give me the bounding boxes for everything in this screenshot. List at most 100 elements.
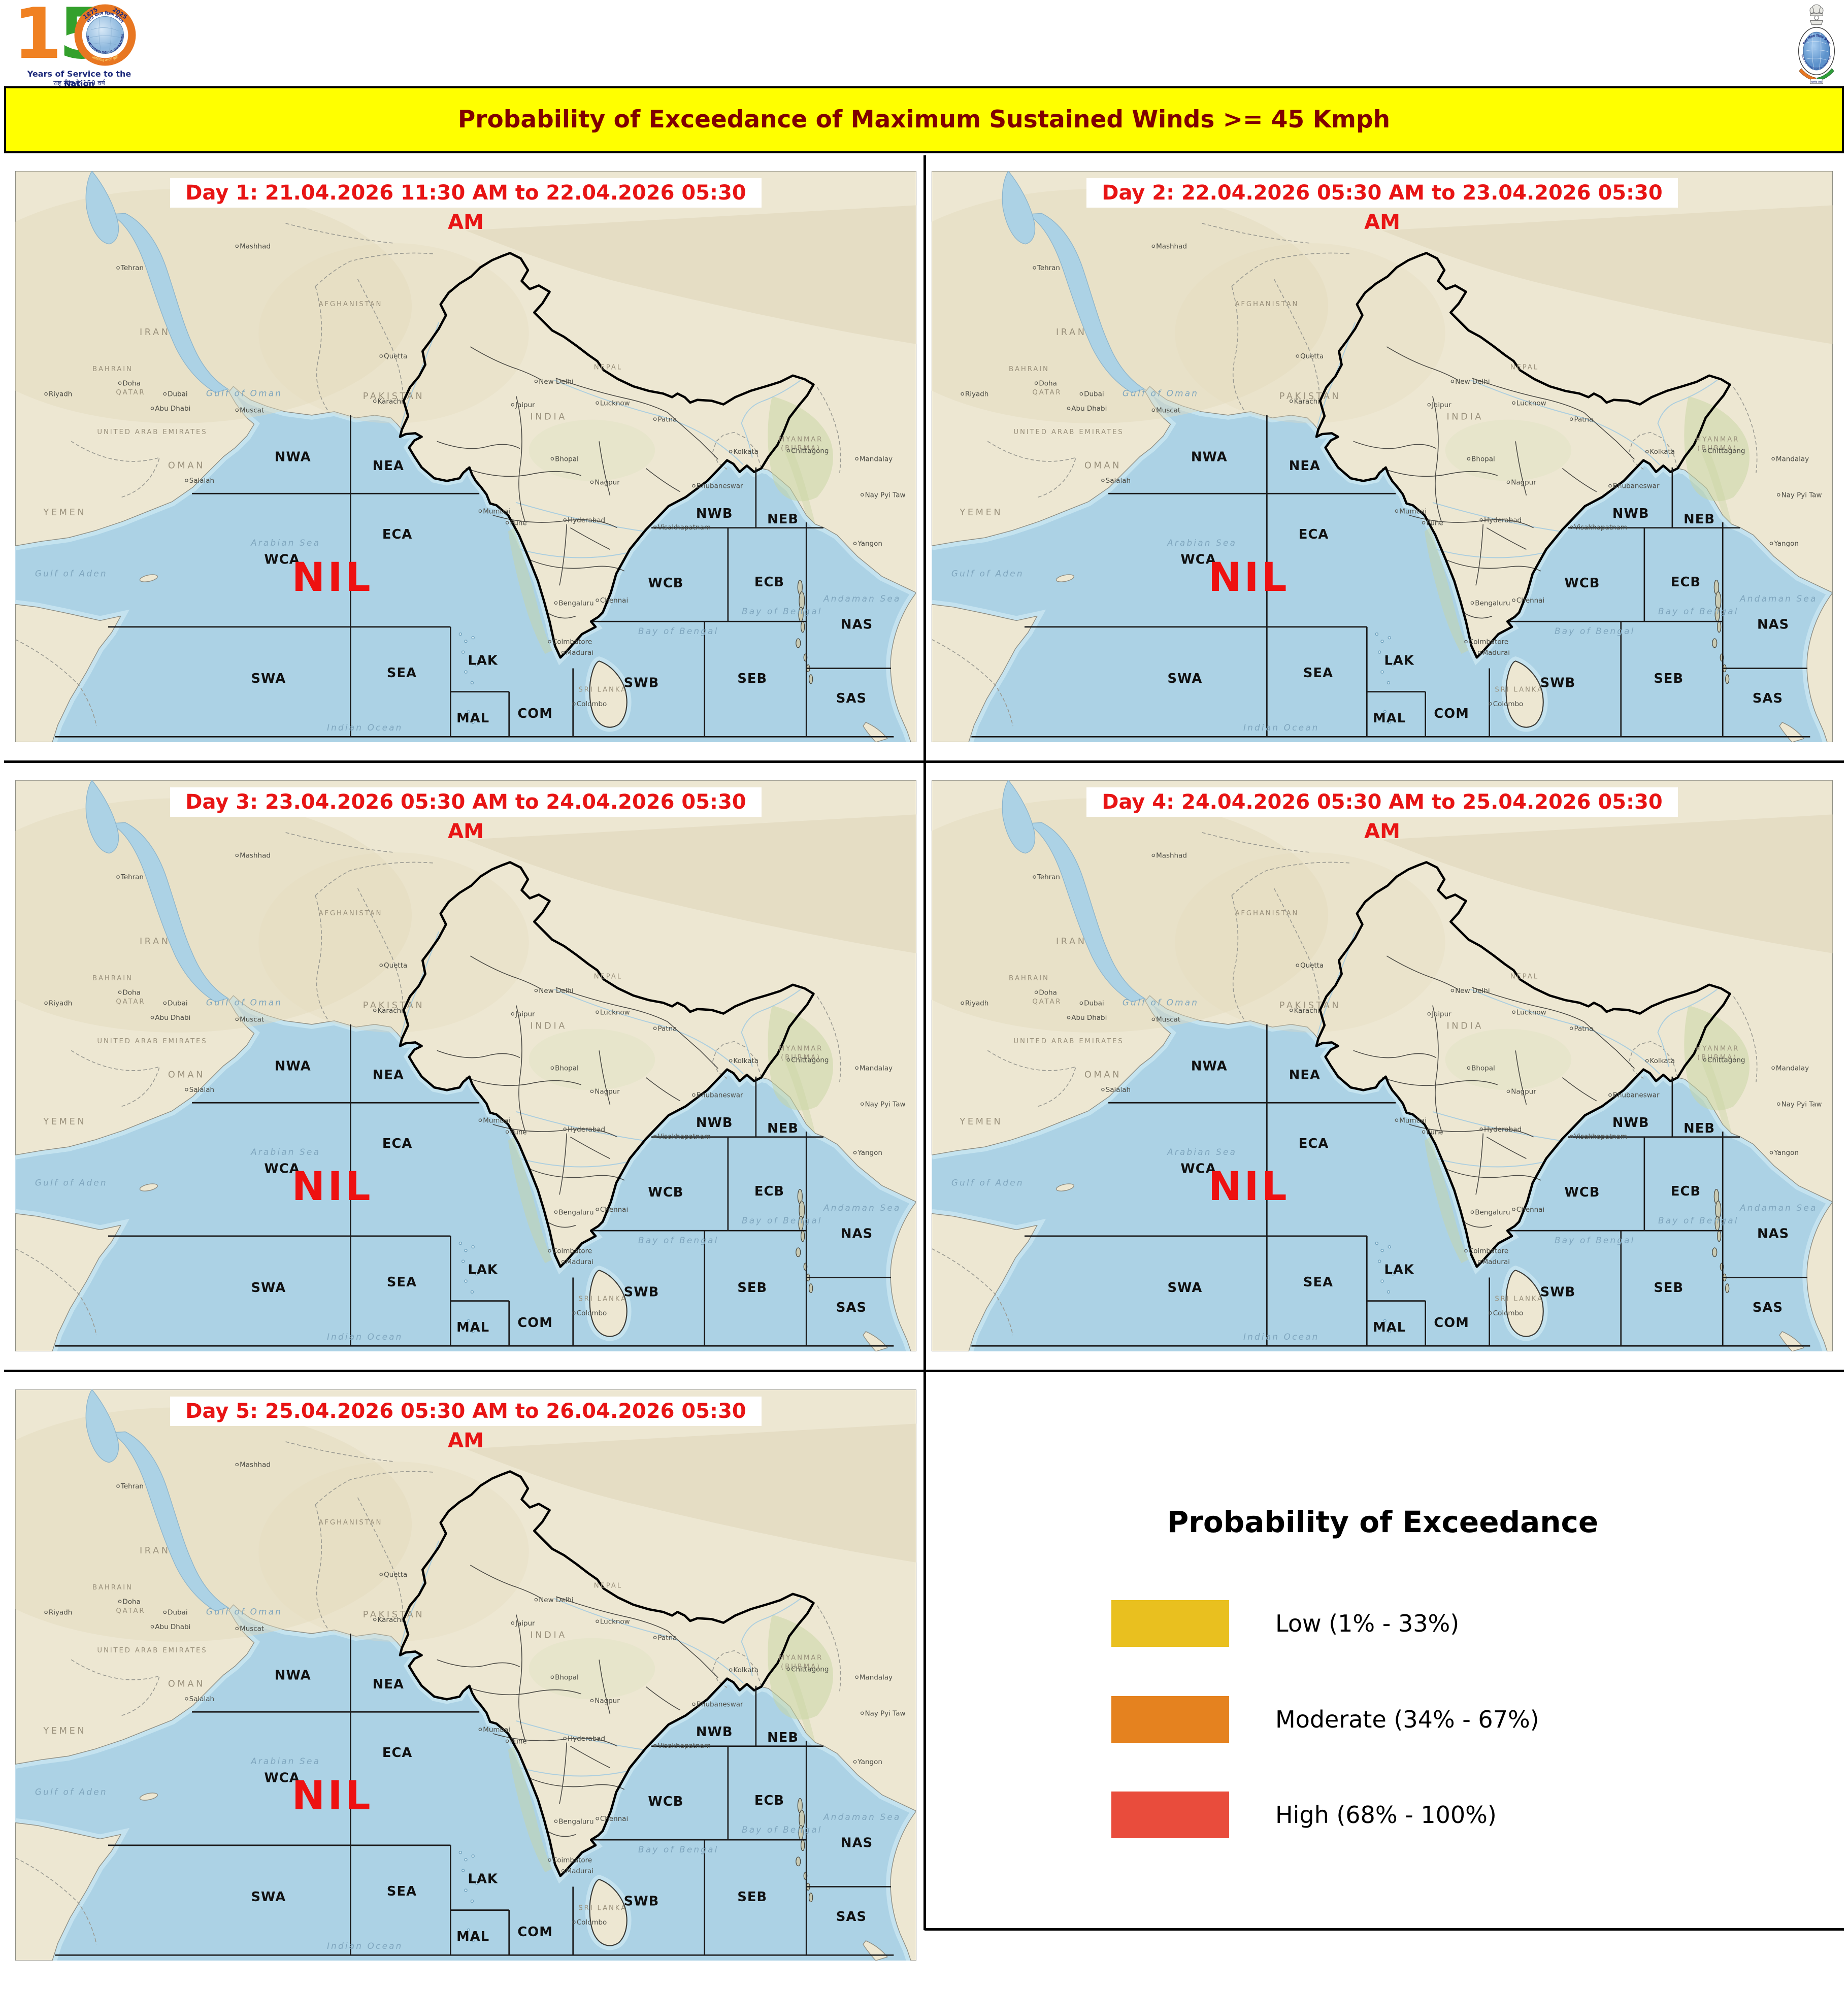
city-dot [1464,1249,1468,1253]
city-label: New Delhi [1455,378,1490,386]
city-label: Jaipur [515,1010,535,1018]
zone-label-SWA: SWA [251,1889,286,1905]
horn-of-africa [15,604,121,742]
legend-label-moderate: Moderate (34% - 67%) [1275,1706,1539,1733]
country-label: (BURMA) [781,445,821,452]
country-label: BAHRAIN [92,366,133,373]
country-label: MYANMAR [779,1045,823,1052]
city-dot [653,1026,657,1030]
city-label: Bengaluru [558,1817,593,1826]
city-dot [692,1702,696,1706]
zone-label-NEA: NEA [1289,1068,1321,1083]
caspian-sea [85,171,119,245]
sea-name-label: Gulf of Oman [206,998,282,1008]
city-dot [163,1610,167,1614]
zone-label-WCB: WCB [648,576,683,591]
city-label: Chennai [1516,596,1544,605]
zone-label-WCB: WCB [1564,1185,1600,1200]
city-dot [1450,988,1455,992]
city-label: Nagpur [595,1088,620,1096]
city-label: Bhubaneswar [697,1091,743,1100]
andaman-nicobar-islands [1712,1188,1730,1294]
city-label: Pune [510,1128,526,1136]
city-label: Nagpur [1511,1088,1536,1096]
city-dot [1467,1066,1471,1070]
city-label: New Delhi [539,1596,573,1604]
city-dot [1489,1311,1492,1315]
andaman-nicobar-islands [796,1798,813,1903]
india-outline [399,252,815,659]
imd-emblem: भारत मौसम विज्ञान विभाग INDIA METEOROLOG… [1798,4,1835,84]
sea-name-label: Indian Ocean [327,1941,403,1951]
day-4-panel: IRAN AFGHANISTAN PAKISTAN INDIA OMAN YEMEN UNI… [932,780,1833,1351]
zone-label-SAS: SAS [1753,691,1783,706]
india-outline [1315,252,1731,659]
city-label: Muscat [240,1625,264,1633]
zone-label-SEB: SEB [737,1889,767,1905]
city-label: Salalah [1106,477,1131,485]
sea-name-label: Indian Ocean [327,1332,403,1342]
country-label: NEPAL [594,1582,622,1589]
city-label: Mashhad [1156,852,1187,860]
sea-zone-boundaries [55,1024,894,1347]
zone-label-LAK: LAK [1384,1262,1414,1277]
city-label: Patna [657,1634,677,1642]
horn-of-africa [15,1213,121,1351]
city-label: Chittagong [791,1056,829,1064]
city-label: Patna [1574,415,1593,423]
city-dot [1101,479,1105,482]
legend-panel: Probability of Exceedance Low (1% - 33%)… [932,1377,1834,1928]
city-label: Bengaluru [558,1208,593,1216]
title-banner: Probability of Exceedance of Maximum Sus… [4,86,1844,153]
sea-name-label: Indian Ocean [1243,722,1319,733]
zone-label-MAL: MAL [456,711,489,726]
day-5-map: IRAN AFGHANISTAN PAKISTAN INDIA OMAN YEMEN UNI… [15,1389,916,1961]
state-borders [1353,955,1635,1228]
country-label: AFGHANISTAN [318,301,382,308]
city-dot [44,392,48,396]
city-label: Riyadh [49,1000,72,1008]
city-dot [860,1102,864,1106]
zone-label-SEB: SEB [737,671,767,686]
city-dot [1479,1127,1483,1131]
city-label: New Delhi [539,378,573,386]
city-label: Mandalay [1776,455,1809,463]
zone-label-NWA: NWA [275,1668,311,1683]
city-dot [855,1066,859,1070]
city-label: Riyadh [965,1000,988,1008]
city-dot [116,875,120,879]
sea-name-label: Bay of Bengal [742,1825,822,1835]
city-dot [1506,1089,1510,1093]
city-dot [786,449,790,453]
city-dot [860,493,864,497]
city-label: Nay Pyi Taw [865,1100,906,1108]
city-dot [511,403,515,407]
city-label: Bhopal [1471,1064,1495,1072]
city-dot [1289,399,1293,403]
state-borders [437,1565,718,1837]
city-dot [1769,1151,1773,1154]
country-label: PAKISTAN [1279,391,1341,402]
zone-label-NWA: NWA [1191,449,1228,465]
city-label: Mumbai [483,507,510,515]
city-label: Quetta [384,352,407,360]
socotra-island [139,574,158,582]
city-dot [118,990,122,994]
inland-seas [1002,171,1145,393]
city-label: Dubai [168,390,187,399]
country-label: QATAR [1032,389,1062,396]
city-dot [235,1017,239,1021]
country-label: QATAR [116,389,145,396]
city-label: Chittagong [791,447,829,455]
sea-name-label: Arabian Sea [250,1147,320,1157]
country-borders [932,832,1758,1336]
country-label: MYANMAR [779,1654,823,1662]
zone-label-SWA: SWA [251,1280,286,1296]
country-label: IRAN [140,937,171,947]
city-label: Karachi [1294,1007,1319,1015]
city-dot [44,1610,48,1614]
city-label: Nay Pyi Taw [865,491,906,499]
city-label: Kolkata [734,448,759,456]
day-1-map: IRAN AFGHANISTAN PAKISTAN INDIA OMAN YEMEN UNI… [15,171,916,742]
country-label: IRAN [140,1546,171,1556]
